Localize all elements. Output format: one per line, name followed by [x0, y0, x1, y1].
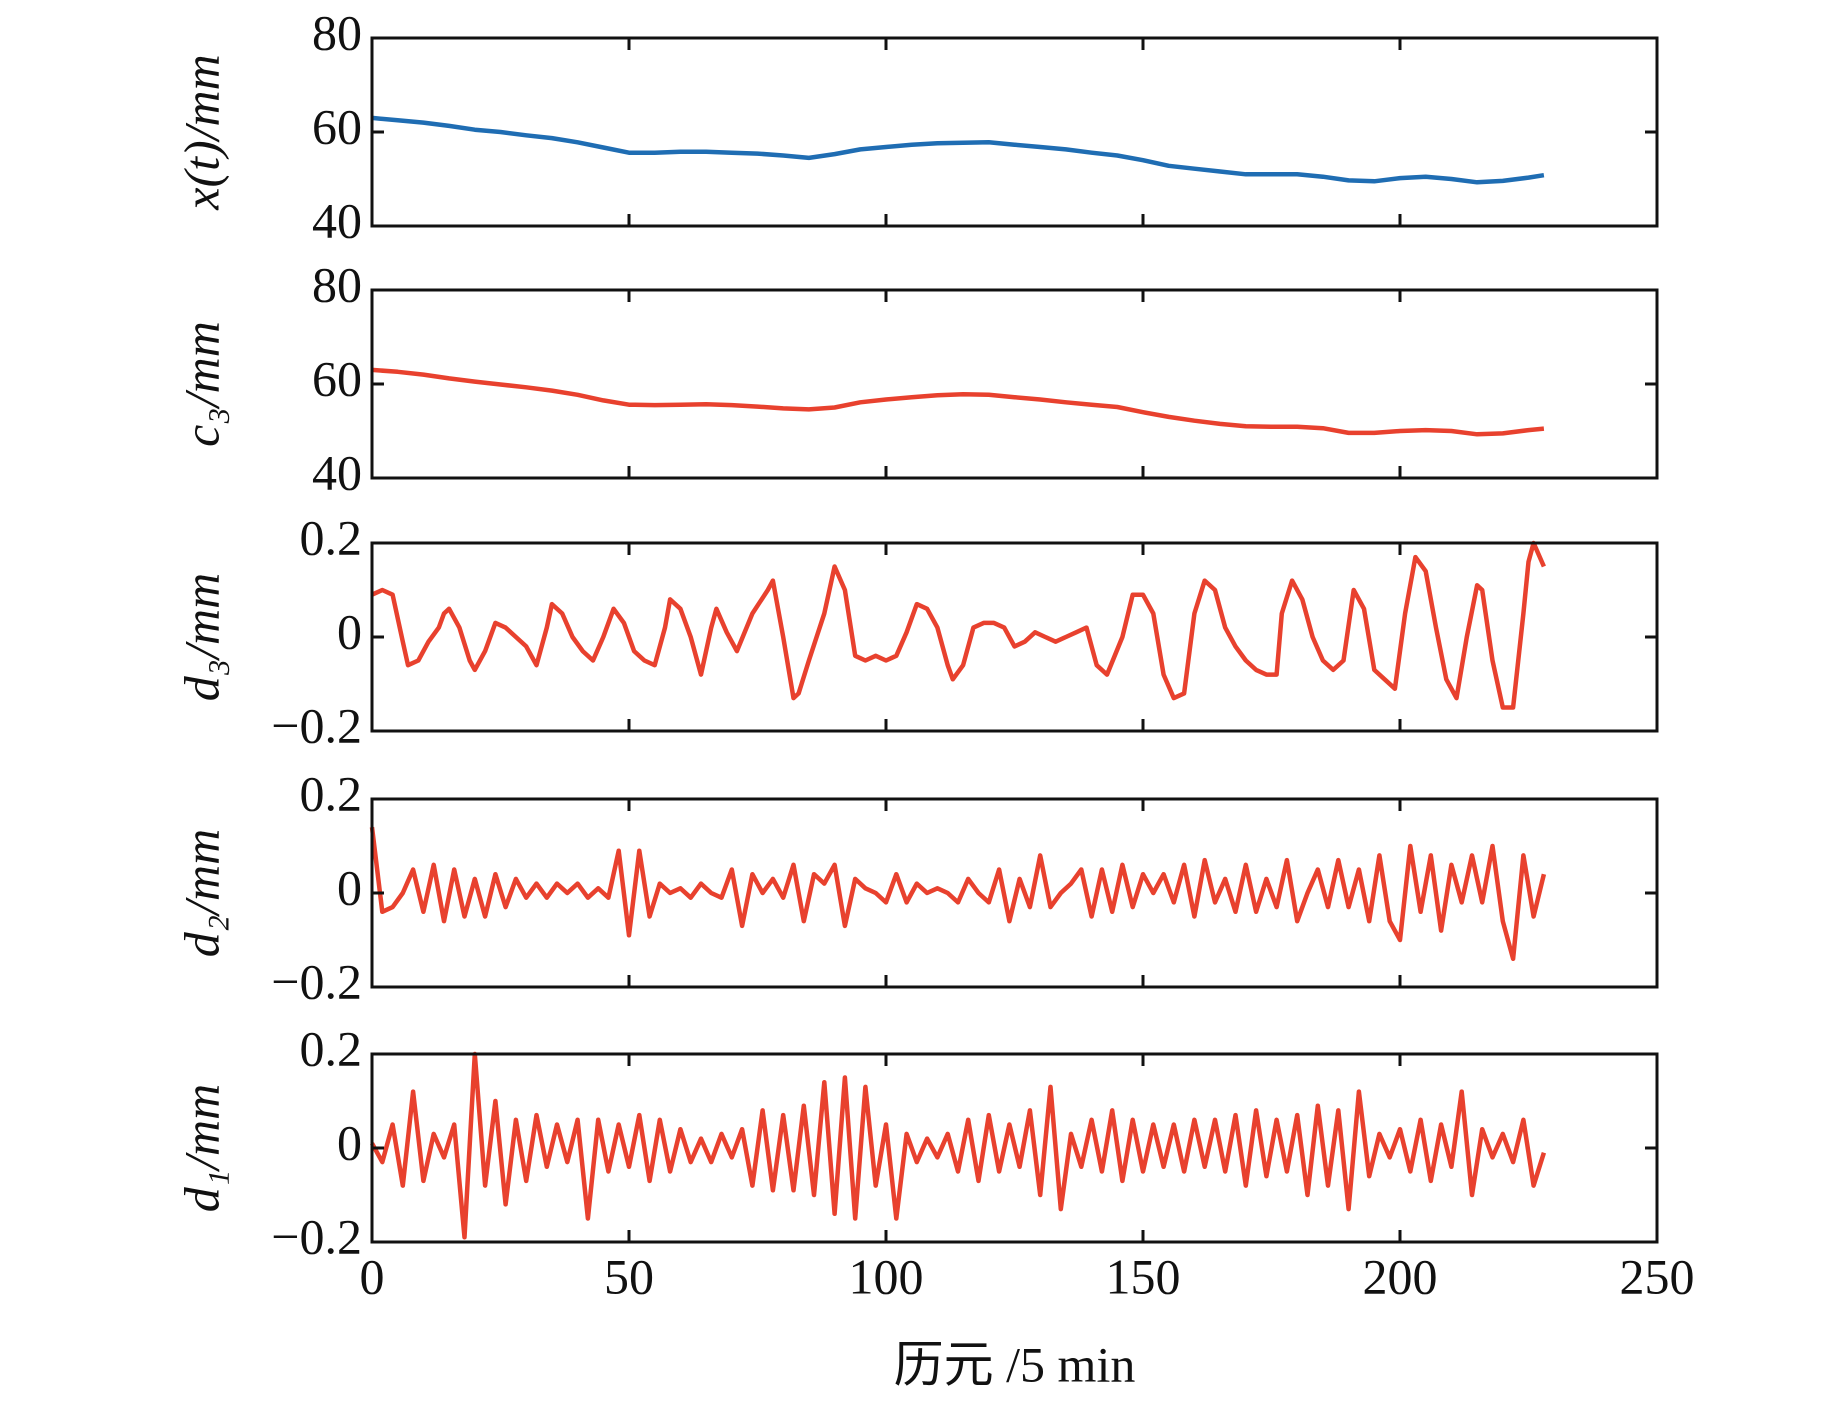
plot-frame	[370, 288, 1659, 480]
data-line	[371, 540, 1546, 710]
y-axis-label: c₃/mm	[173, 321, 229, 447]
x-tick-label: 100	[849, 1248, 924, 1304]
x-tick-label: 0	[360, 1248, 385, 1304]
y-axis-label: d₁/mm	[173, 1084, 229, 1213]
y-tick-label: 60	[312, 350, 362, 406]
x-tick-label: 150	[1106, 1248, 1181, 1304]
data-line	[370, 1051, 1547, 1240]
y-axis-label: d₂/mm	[173, 829, 229, 958]
y-tick-label: 0	[337, 603, 362, 659]
y-axis-label: d₃/mm	[173, 573, 229, 702]
y-tick-label: 80	[312, 4, 362, 60]
y-tick-label: 0	[337, 1114, 362, 1170]
x-tick-label: 200	[1363, 1248, 1438, 1304]
y-tick-label: 0	[337, 859, 362, 915]
data-line	[371, 115, 1545, 185]
y-tick-label: 0.2	[300, 765, 363, 821]
y-tick-label: 0.2	[300, 1020, 363, 1076]
y-tick-label: 0.2	[300, 509, 363, 565]
y-tick-label: 80	[312, 256, 362, 312]
x-axis-label: 历元 /5 min	[894, 1336, 1136, 1392]
x-tick-label: 250	[1620, 1248, 1695, 1304]
x-tick-label: 50	[604, 1248, 654, 1304]
y-tick-label: −0.2	[271, 1208, 362, 1264]
y-tick-label: −0.2	[271, 697, 362, 753]
y-tick-label: 40	[312, 192, 362, 248]
y-tick-label: 60	[312, 98, 362, 154]
plot-frame	[370, 541, 1659, 733]
data-line	[371, 367, 1545, 437]
y-axis-label: x(t)/mm	[173, 54, 229, 211]
y-tick-label: −0.2	[271, 953, 362, 1009]
plot-frame	[370, 36, 1659, 228]
y-tick-label: 40	[312, 444, 362, 500]
data-line	[369, 826, 1547, 962]
